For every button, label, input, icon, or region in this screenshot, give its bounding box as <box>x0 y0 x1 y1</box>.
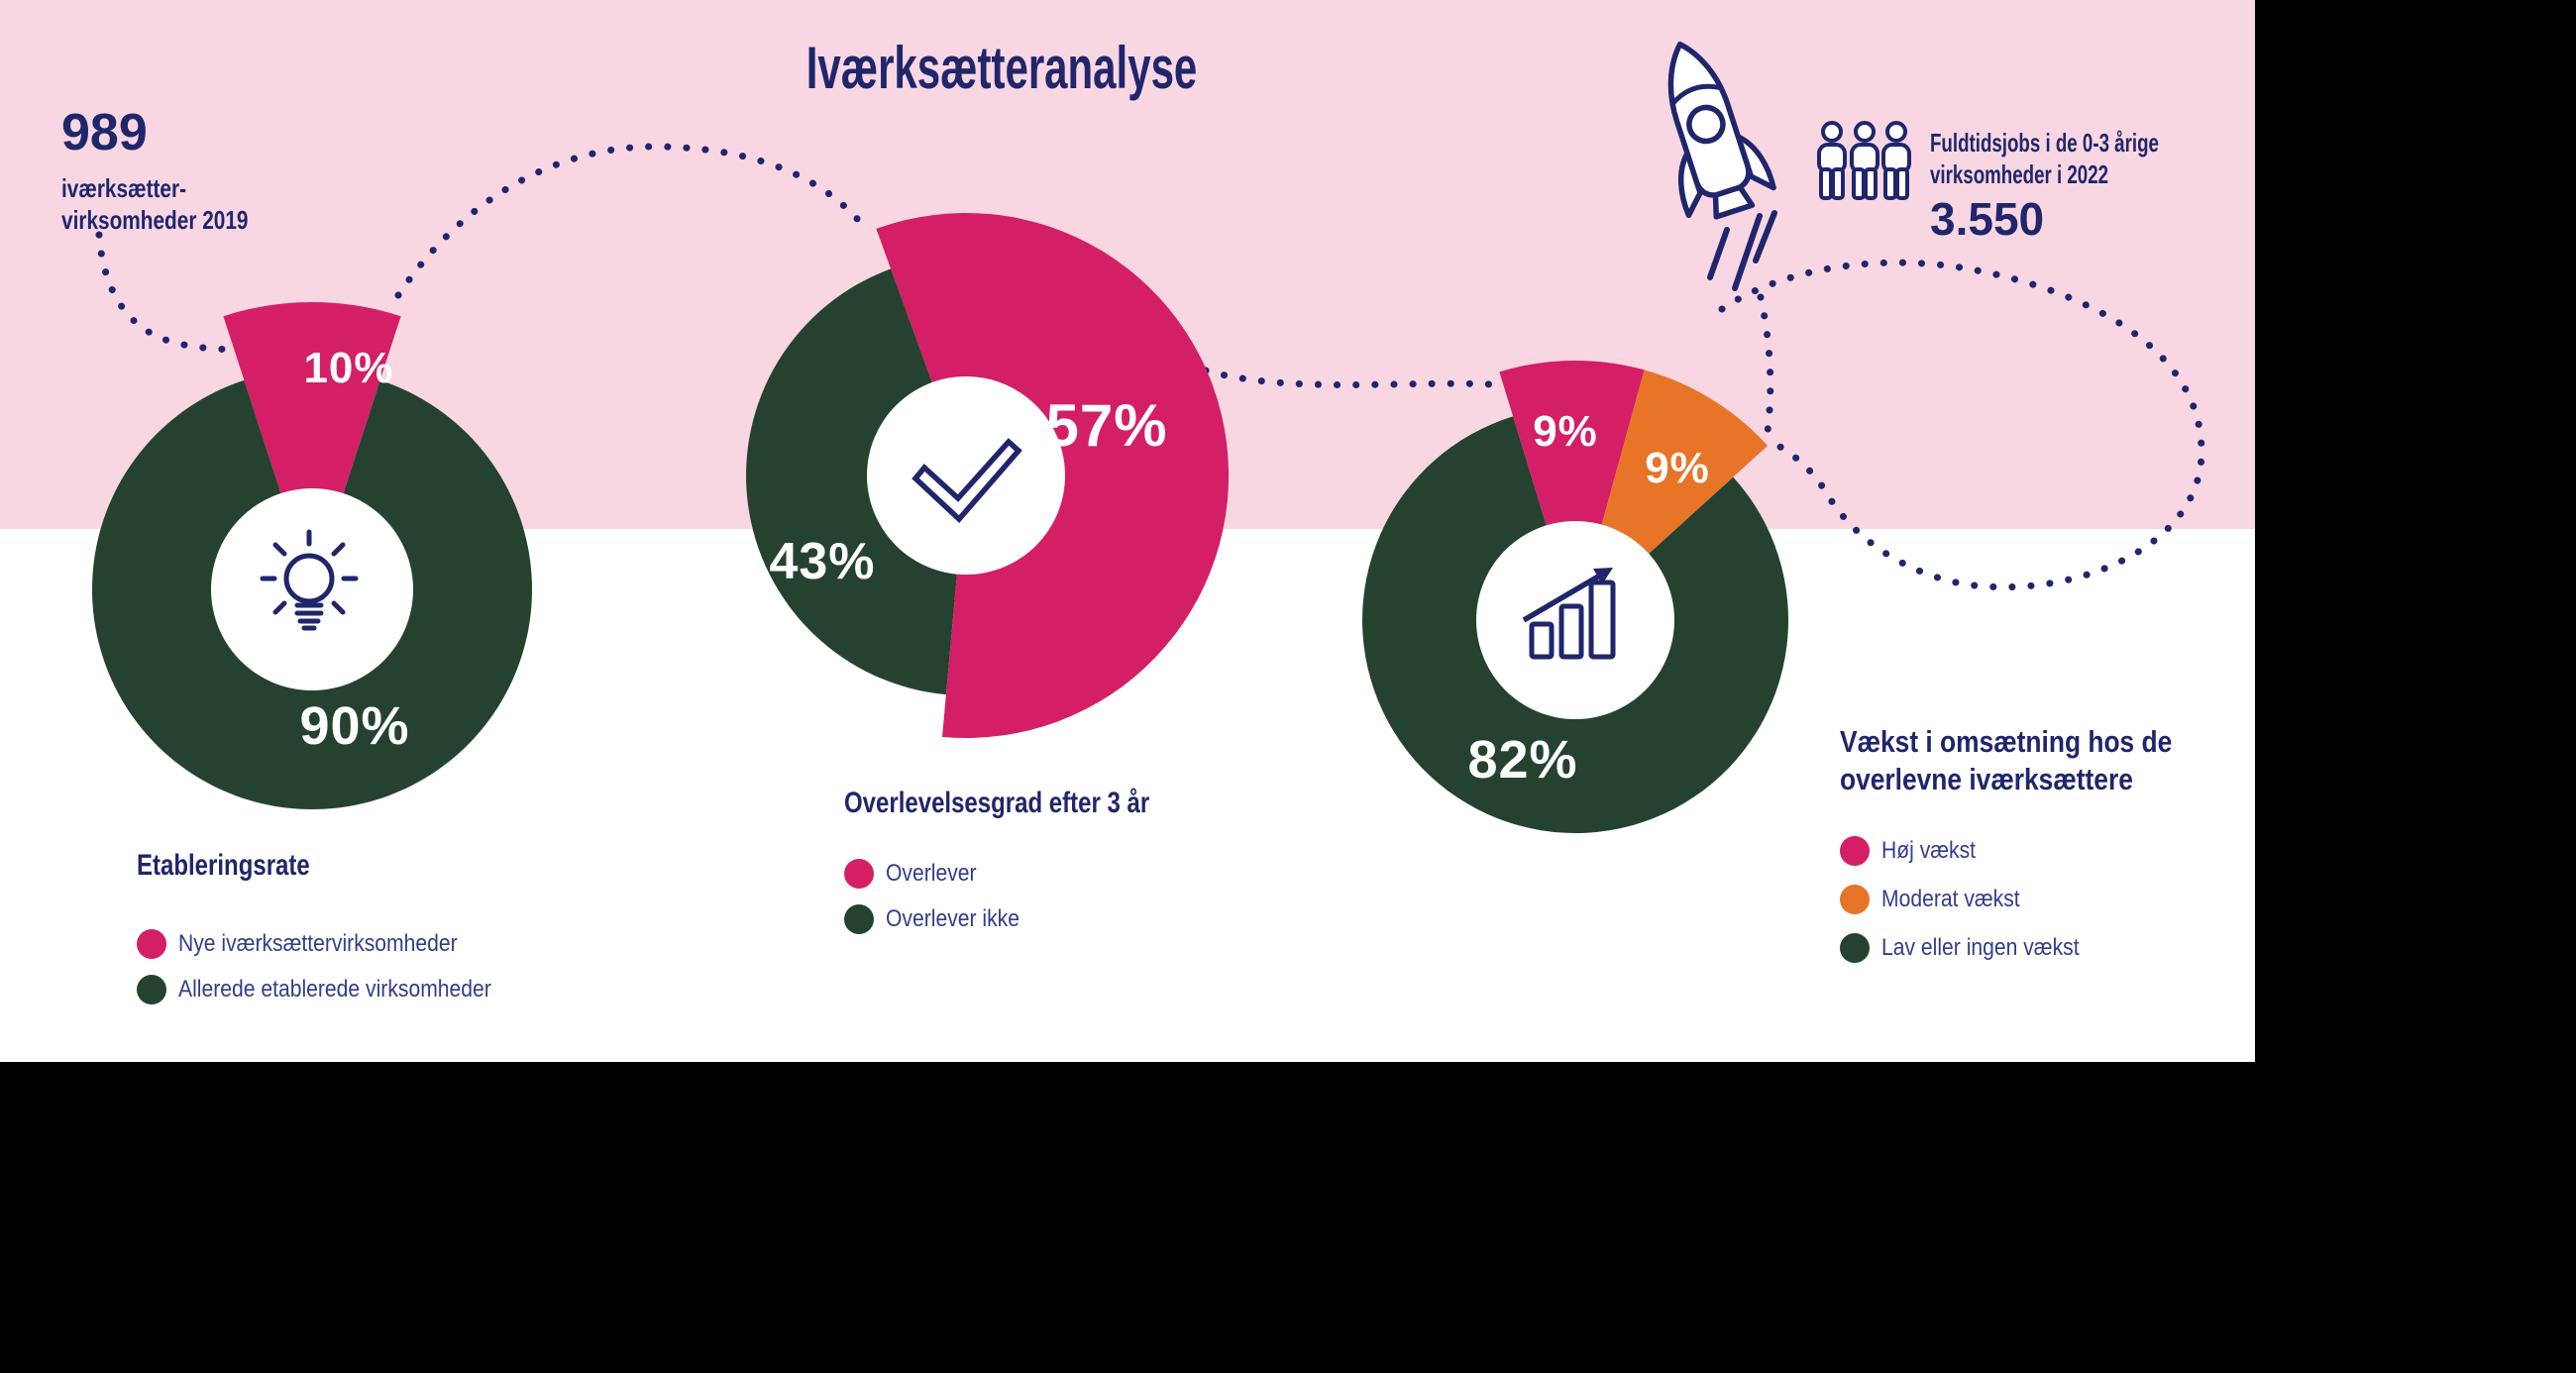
dotted-path-loop <box>1718 259 2205 591</box>
donut-hole <box>867 376 1065 575</box>
person-icon <box>1817 121 1847 200</box>
legend-item: Høj vækst <box>1840 826 2230 875</box>
legend-item: Moderat vækst <box>1840 875 2230 923</box>
legend-item-label: Allerede etablerede virksomheder <box>178 976 491 1003</box>
legend-title-line1: Vækst i omsætning hos de <box>1840 724 2173 759</box>
legend-dot-green <box>137 975 166 1004</box>
legend-title: Overlevelsesgrad efter 3 år <box>844 787 1150 819</box>
dotted-path-segment-1 <box>95 231 237 354</box>
legend-item: Overlever <box>844 851 1226 897</box>
stat-left-line2: virksomheder 2019 <box>61 205 249 235</box>
page-title: Iværksætteranalyse <box>805 35 1198 101</box>
person-icon <box>1881 121 1911 200</box>
stat-right-line2: virksomheder i 2022 <box>1930 159 2109 189</box>
slice-label-90: 90% <box>299 696 410 756</box>
slice-label-9-pink: 9% <box>1533 407 1598 456</box>
rocket-icon <box>1667 41 1777 291</box>
lightbulb-icon <box>260 529 359 631</box>
dotted-path-segment-4 <box>1757 293 1774 450</box>
slice-label-10: 10% <box>303 344 394 392</box>
dotted-journey-path <box>95 143 2205 591</box>
legend-dot-green <box>1840 932 1870 963</box>
legend-vaekst: Vækst i omsætning hos de overlevne iværk… <box>1840 723 2230 972</box>
legend-item: Allerede etablerede virksomheder <box>137 967 534 1012</box>
people-group-icon <box>1817 121 1911 200</box>
donut-slice <box>223 302 401 589</box>
slice-label-57: 57% <box>1045 392 1168 459</box>
legend-dot-orange <box>1840 884 1870 914</box>
legend-item-label: Moderat vækst <box>1881 885 2020 912</box>
legend-dot-green <box>844 904 874 934</box>
legend-item-label: Overlever ikke <box>886 905 1020 932</box>
donut-slice <box>746 268 966 695</box>
legend-title: Etableringsrate <box>137 849 310 882</box>
stat-right-line1: Fuldtidsjobs i de 0-3 årige <box>1930 128 2159 158</box>
legend-item: Lav eller ingen vækst <box>1840 923 2230 972</box>
legend-item-label: Overlever <box>886 860 977 887</box>
donut-chart-overlevelsesgrad <box>746 212 1230 738</box>
legend-item-label: Lav eller ingen vækst <box>1881 933 2080 961</box>
person-icon <box>1850 121 1879 200</box>
rocket-flames <box>1707 210 1777 291</box>
legend-item: Overlever ikke <box>844 897 1226 942</box>
stat-left-line1: iværksætter- <box>61 173 187 203</box>
stat-left: 989 iværksætter- virksomheder 2019 <box>61 107 295 236</box>
legend-overlevelsesgrad: Overlevelsesgrad efter 3 år Overlever Ov… <box>844 786 1226 942</box>
donut-slice <box>1499 360 1645 620</box>
slice-label-9-orange: 9% <box>1645 444 1710 492</box>
growth-bars-icon <box>1522 568 1616 660</box>
stat-right: Fuldtidsjobs i de 0-3 årige virksomheder… <box>1930 127 2248 242</box>
checkmark-icon <box>912 438 1022 523</box>
dotted-path-segment-2 <box>394 143 869 299</box>
legend-item: Nye iværksættervirksomheder <box>137 921 534 967</box>
legend-etableringsrate: Etableringsrate Nye iværksættervirksomhe… <box>137 848 534 1012</box>
legend-dot-pink <box>137 929 166 959</box>
legend-item-label: Nye iværksættervirksomheder <box>178 930 458 957</box>
legend-title-line2: overlevne iværksættere <box>1840 762 2133 796</box>
legend-dot-pink <box>1840 835 1870 866</box>
stat-left-value: 989 <box>61 104 148 161</box>
slice-label-43: 43% <box>769 533 876 590</box>
artwork-layer <box>92 41 2205 833</box>
dotted-path-segment-3 <box>1202 367 1495 388</box>
infographic-canvas: Iværksætteranalyse 989 iværksætter- virk… <box>0 0 2255 1062</box>
stat-right-value: 3.550 <box>1930 193 2045 245</box>
slice-label-82: 82% <box>1467 730 1578 790</box>
legend-dot-pink <box>844 859 874 889</box>
legend-item-label: Høj vækst <box>1881 836 1977 864</box>
